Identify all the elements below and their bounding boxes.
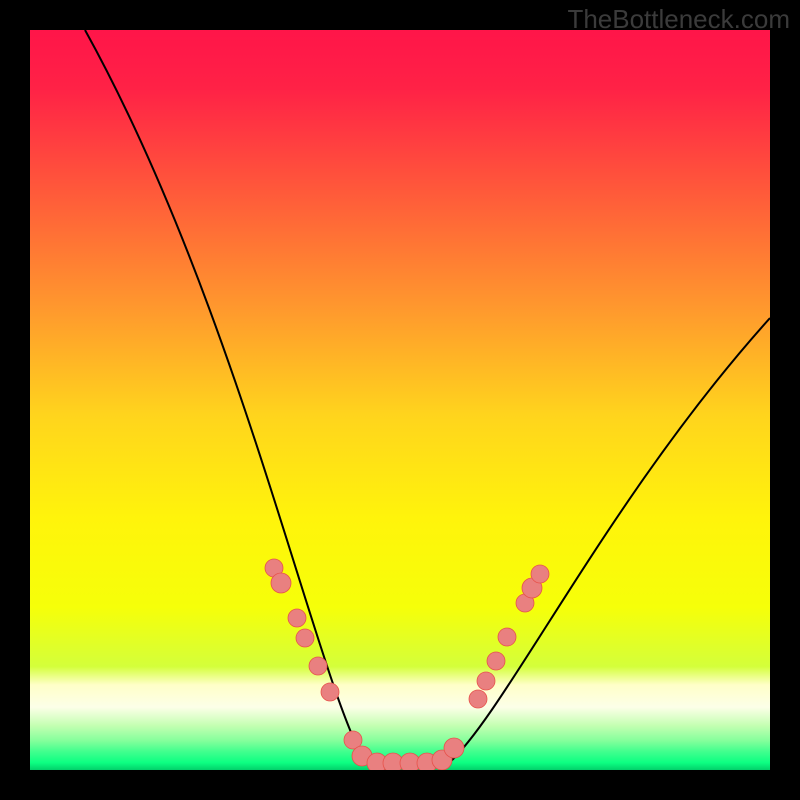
marker-dot <box>487 652 505 670</box>
chart-container: TheBottleneck.com <box>0 0 800 800</box>
marker-dot <box>469 690 487 708</box>
marker-dot <box>309 657 327 675</box>
marker-dot <box>271 573 291 593</box>
marker-dot <box>477 672 495 690</box>
marker-dot <box>444 738 464 758</box>
chart-svg <box>0 0 800 800</box>
marker-dot <box>296 629 314 647</box>
marker-dot <box>321 683 339 701</box>
marker-dot <box>288 609 306 627</box>
marker-dot <box>531 565 549 583</box>
marker-dot <box>498 628 516 646</box>
